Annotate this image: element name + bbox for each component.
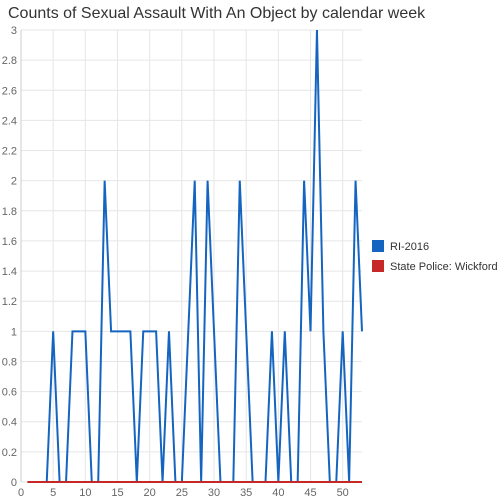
y-tick-label: 2.4 xyxy=(2,115,17,127)
y-tick-label: 0.6 xyxy=(2,387,17,399)
x-tick-labels: 0 5 10 15 20 25 30 35 40 45 50 xyxy=(18,487,349,499)
x-tick-label: 45 xyxy=(304,487,316,499)
x-tick-label: 20 xyxy=(144,487,156,499)
x-tick-label: 30 xyxy=(208,487,220,499)
y-tick-label: 1.6 xyxy=(2,236,17,248)
y-tick-label: 1.2 xyxy=(2,296,17,308)
x-tick-label: 25 xyxy=(176,487,188,499)
y-tick-label: 2.8 xyxy=(2,55,17,67)
y-tick-label: 1 xyxy=(11,326,17,338)
y-tick-label: 0.2 xyxy=(2,447,17,459)
x-tick-label: 35 xyxy=(240,487,252,499)
y-tick-labels: 0 0.2 0.4 0.6 0.8 1 1.2 1.4 1.6 1.8 2 2.2 2.4 2.6 2.8 3 xyxy=(2,25,17,489)
x-tick-label: 50 xyxy=(337,487,349,499)
legend-label: State Police: Wickford xyxy=(390,261,498,273)
x-tick-label: 5 xyxy=(50,487,56,499)
y-tick-label: 0 xyxy=(11,477,17,489)
legend: RI-2016 State Police: Wickford xyxy=(372,240,498,273)
y-tick-label: 0.8 xyxy=(2,356,17,368)
y-tick-label: 2.6 xyxy=(2,85,17,97)
legend-swatch xyxy=(372,240,384,252)
x-tick-label: 40 xyxy=(272,487,284,499)
x-tick-label: 15 xyxy=(111,487,123,499)
legend-swatch xyxy=(372,260,384,272)
y-tick-label: 3 xyxy=(11,25,17,37)
y-tick-label: 2.2 xyxy=(2,146,17,158)
x-tick-label: 10 xyxy=(79,487,91,499)
series-lines xyxy=(27,30,362,482)
legend-label: RI-2016 xyxy=(390,241,429,253)
y-tick-label: 1.8 xyxy=(2,206,17,218)
y-tick-label: 1.4 xyxy=(2,266,17,278)
series-line-ri-2016 xyxy=(27,30,362,482)
y-tick-label: 0.4 xyxy=(2,417,17,429)
y-tick-label: 2 xyxy=(11,176,17,188)
x-tick-label: 0 xyxy=(18,487,24,499)
